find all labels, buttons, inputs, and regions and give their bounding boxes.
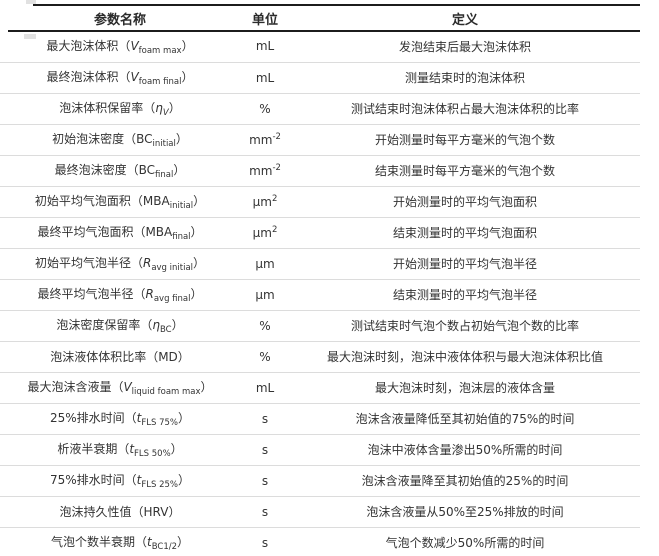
param-cell: 最终平均气泡半径（Ravg final） [0, 279, 240, 311]
table-row: 泡沫液体体积比率（MD）% 最大泡沫时刻，泡沫中液体体积与最大泡沫体积比值 [0, 341, 640, 373]
header-definition: 定义 [451, 12, 478, 28]
unit-cell: mm-2 [240, 124, 290, 156]
param-cell: 最终平均气泡面积（MBAfinal） [0, 217, 240, 249]
definition-cell: 开始测量时每平方毫米的气泡个数 [290, 124, 640, 156]
param-cell: 泡沫持久性值（HRV） [0, 496, 240, 528]
definition-cell: 开始测量时的平均气泡面积 [290, 186, 640, 218]
table-handle-icon [26, 0, 36, 4]
unit-cell: s [240, 403, 290, 435]
unit-cell: s [261, 535, 269, 550]
table-header-rule [8, 30, 640, 32]
table-top-rule [33, 4, 640, 6]
param-cell: 最大泡沫体积（Vfoam max） [0, 31, 240, 63]
param-cell: 75%排水时间（tFLS 25%） [0, 465, 240, 497]
header-parameter-name: 参数名称 [93, 12, 146, 28]
table-body: 最大泡沫体积（Vfoam max） mL 发泡结束后最大泡沫体积 最终泡沫体积（Vfo… [0, 31, 640, 556]
table-row: 最终泡沫密度（BCfinal） mm-2 结束测量时每平方毫米的气泡个数 [0, 155, 640, 187]
unit-cell: s [240, 434, 290, 466]
table-header: 参数名称 单位 定义 [0, 5, 640, 31]
table-row: 初始平均气泡半径（Ravg initial） μm 开始测量时的平均气泡半径 [0, 248, 640, 280]
definition-cell: 结束测量时的平均气泡面积 [290, 217, 640, 249]
param-cell: 初始平均气泡半径（Ravg initial） [0, 248, 240, 280]
param-cell: 初始泡沫密度（BCinitial） [0, 124, 240, 156]
table-row: 初始平均气泡面积（MBAinitial） μm2 开始测量时的平均气泡面积 [0, 186, 640, 218]
param-cell: 气泡个数半衰期（tBC1/2） [50, 535, 190, 553]
definition-cell: 最大泡沫时刻，泡沫中液体体积与最大泡沫体积比值 [290, 341, 640, 373]
table-row: 25%排水时间（tFLS 75%） s 泡沫含液量降低至其初始值的75%的时间 [0, 403, 640, 435]
param-cell: 25%排水时间（tFLS 75%） [0, 403, 240, 435]
param-cell: 析液半衰期（tFLS 50%） [0, 434, 240, 466]
param-cell: 初始平均气泡面积（MBAinitial） [0, 186, 240, 218]
definition-cell: 测量结束时的泡沫体积 [290, 62, 640, 94]
table-row: 最终泡沫体积（Vfoam final） mL 测量结束时的泡沫体积 [0, 62, 640, 94]
param-cell: 最大泡沫含液量（Vliquid foam max） [0, 372, 240, 404]
definition-cell: 结束测量时每平方毫米的气泡个数 [290, 155, 640, 187]
table-row: 初始泡沫密度（BCinitial） mm-2 开始测量时每平方毫米的气泡个数 [0, 124, 640, 156]
unit-cell: mm-2 [240, 155, 290, 187]
table-row: 最终平均气泡半径（Ravg final） μm 结束测量时的平均气泡半径 [0, 279, 640, 311]
param-cell: 最终泡沫密度（BCfinal） [0, 155, 240, 187]
unit-cell: mL [240, 62, 290, 94]
unit-cell: μm [240, 279, 290, 311]
definition-cell: 最大泡沫时刻，泡沫层的液体含量 [290, 372, 640, 404]
foam-parameter-table: 参数名称 单位 定义 最大泡沫体积（Vfoam max） mL 发泡结束后最大泡沫体… [0, 5, 640, 556]
param-cell: 最终泡沫体积（Vfoam final） [0, 62, 240, 94]
definition-cell: 泡沫含液量从50%至25%排放的时间 [290, 496, 640, 528]
header-unit: 单位 [251, 12, 278, 28]
definition-cell: 开始测量时的平均气泡半径 [290, 248, 640, 280]
table-row: 最大泡沫含液量（Vliquid foam max） mL 最大泡沫时刻，泡沫层的液体… [0, 372, 640, 404]
unit-cell: μm2 [240, 217, 290, 249]
table-row: 75%排水时间（tFLS 25%） s 泡沫含液量降至其初始值的25%的时间 [0, 465, 640, 497]
unit-cell: mL [240, 31, 290, 63]
table-row: 泡沫持久性值（HRV） s 泡沫含液量从50%至25%排放的时间 [0, 496, 640, 528]
table-row: 泡沫体积保留率（ηV）% 测试结束时泡沫体积占最大泡沫体积的比率 [0, 93, 640, 125]
unit-cell: mL [240, 372, 290, 404]
header-row: 参数名称 单位 定义 [0, 5, 640, 31]
unit-cell: μm [240, 248, 290, 280]
table-row: 最大泡沫体积（Vfoam max） mL 发泡结束后最大泡沫体积 [0, 31, 640, 63]
param-cell: 泡沫体积保留率（ηV） [0, 93, 240, 125]
definition-cell: 测试结束时气泡个数占初始气泡个数的比率 [290, 310, 640, 342]
definition-cell: 发泡结束后最大泡沫体积 [290, 31, 640, 63]
definition-cell: 泡沫含液量降至其初始值的25%的时间 [290, 465, 640, 497]
definition-cell: 结束测量时的平均气泡半径 [290, 279, 640, 311]
unit-cell: s [240, 496, 290, 528]
param-cell: 泡沫液体体积比率（MD） [0, 341, 240, 373]
param-cell: 泡沫密度保留率（ηBC） [0, 310, 240, 342]
definition-cell: 气泡个数减少50%所需的时间 [385, 536, 545, 551]
unit-cell: % [240, 341, 290, 373]
table-row: 析液半衰期（tFLS 50%） s 泡沫中液体含量渗出50%所需的时间 [0, 434, 640, 466]
table-row: 泡沫密度保留率（ηBC）% 测试结束时气泡个数占初始气泡个数的比率 [0, 310, 640, 342]
unit-cell: μm2 [240, 186, 290, 218]
unit-cell: % [240, 310, 290, 342]
table-row: 气泡个数半衰期（tBC1/2） s 气泡个数减少50%所需的时间 [0, 527, 640, 556]
unit-cell: % [240, 93, 290, 125]
unit-cell: s [240, 465, 290, 497]
definition-cell: 泡沫中液体含量渗出50%所需的时间 [290, 434, 640, 466]
table-row: 最终平均气泡面积（MBAfinal） μm2 结束测量时的平均气泡面积 [0, 217, 640, 249]
definition-cell: 测试结束时泡沫体积占最大泡沫体积的比率 [290, 93, 640, 125]
definition-cell: 泡沫含液量降低至其初始值的75%的时间 [290, 403, 640, 435]
